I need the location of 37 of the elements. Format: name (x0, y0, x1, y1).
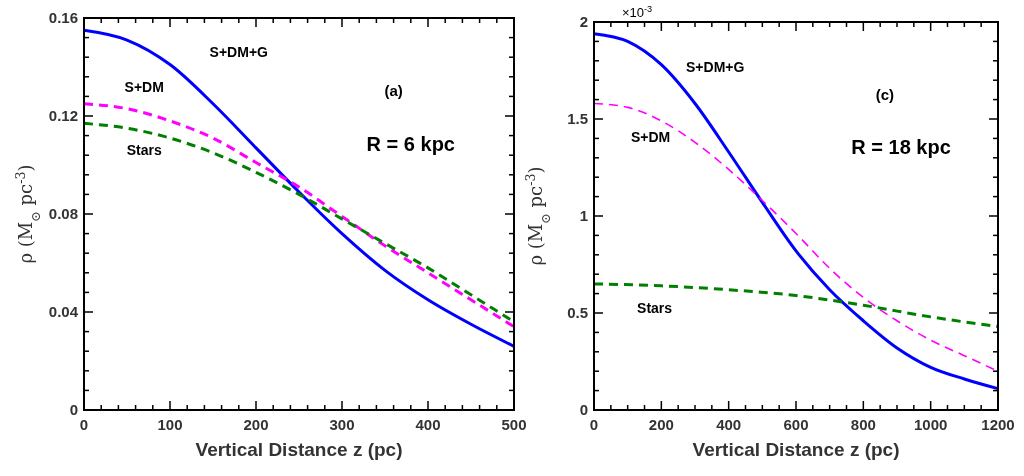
y-tick-label: 1.5 (567, 110, 588, 127)
y-tick-label: 1 (579, 207, 588, 224)
series-label: S+DM+G (686, 59, 745, 76)
x-tick-label: 400 (415, 416, 441, 433)
y-tick-label: 0 (69, 401, 78, 418)
x-tick-label: 200 (648, 416, 674, 433)
y-tick-label: 0.08 (48, 205, 78, 222)
annotation: (a) (384, 82, 403, 100)
x-tick-label: 300 (329, 416, 355, 433)
y-tick-label: 0.04 (48, 303, 79, 320)
line-series (592, 32, 1000, 391)
x-tick-label: 100 (157, 416, 183, 433)
series-label: Stars (126, 142, 162, 159)
y-tick-label: 0.12 (48, 107, 78, 124)
x-tick-label: 200 (243, 416, 269, 433)
x-tick-label: 600 (783, 416, 809, 433)
x-tick-label: 800 (850, 416, 876, 433)
series-label: S+DM (630, 129, 671, 146)
series-label: Stars (637, 300, 673, 316)
line-series (82, 28, 516, 348)
y-tick-label: 2 (579, 13, 588, 30)
text: S+DM+G (209, 44, 269, 61)
x-axis-title: Vertical Distance z (pc) (195, 439, 403, 460)
line-series (592, 282, 1000, 329)
x-axis-title: Vertical Distance z (pc) (692, 439, 900, 460)
x-tick-label: 500 (501, 416, 527, 433)
x-tick-label: 1000 (913, 416, 948, 433)
x-tick-label: 400 (716, 416, 742, 433)
y-tick-label: 0.5 (567, 304, 588, 321)
x-tick-label: 1200 (981, 416, 1015, 433)
annotation: (c) (875, 85, 895, 103)
annotation: R = 18 kpc (851, 135, 951, 158)
text: ×10$^{-3}$ (622, 4, 653, 20)
annotation: R = 6 kpc (366, 133, 455, 156)
y-tick-label: 0 (579, 401, 588, 418)
y-tick-label: 0.16 (48, 9, 78, 26)
series-label: S+DM (124, 79, 164, 96)
